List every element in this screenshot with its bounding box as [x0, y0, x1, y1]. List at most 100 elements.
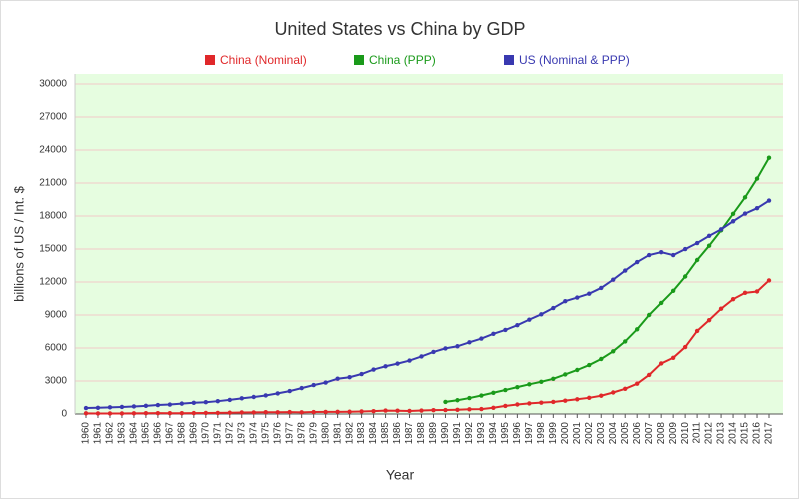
x-tick-label: 1964 [129, 422, 140, 445]
data-point [718, 306, 724, 311]
x-tick-label: 2003 [596, 422, 607, 445]
data-point [143, 411, 149, 416]
x-tick-label: 1966 [153, 422, 164, 445]
data-point [575, 295, 580, 300]
data-point [754, 176, 760, 181]
x-tick-label: 1985 [380, 422, 391, 445]
data-point [694, 257, 700, 263]
legend-label: China (Nominal) [220, 53, 307, 67]
x-tick-label: 1974 [248, 422, 259, 445]
data-point [131, 404, 137, 409]
data-point [670, 355, 676, 360]
data-point [107, 405, 113, 410]
data-point [119, 404, 125, 410]
data-point [646, 252, 652, 258]
data-point [167, 402, 173, 407]
data-point [623, 339, 628, 344]
data-point [311, 409, 316, 415]
x-axis-label: Year [386, 467, 415, 483]
data-point [539, 400, 544, 405]
x-tick-label: 2005 [620, 422, 631, 445]
data-point [611, 277, 616, 282]
x-tick-label: 1995 [500, 422, 511, 445]
y-tick-label: 15000 [39, 244, 67, 255]
x-tick-label: 1978 [296, 422, 307, 445]
data-point [766, 155, 772, 160]
data-point [742, 211, 748, 216]
data-point [682, 274, 688, 279]
series-line [85, 279, 770, 415]
data-point [347, 375, 352, 380]
x-tick-label: 2001 [572, 422, 583, 445]
x-tick-label: 1968 [177, 422, 188, 445]
data-point [706, 317, 712, 323]
data-point [634, 381, 640, 386]
data-point [730, 296, 736, 302]
x-tick-label: 1967 [165, 422, 176, 445]
data-point [599, 285, 604, 291]
x-tick-label: 1990 [440, 422, 451, 445]
data-point [287, 388, 292, 394]
data-point [263, 410, 268, 415]
data-point [479, 336, 484, 341]
data-point [754, 206, 760, 211]
data-point [527, 382, 532, 387]
data-point [467, 407, 472, 412]
y-tick-label: 21000 [39, 178, 67, 189]
legend-swatch [205, 55, 215, 65]
y-tick-label: 12000 [39, 277, 67, 288]
x-tick-label: 1988 [416, 422, 427, 445]
data-point [694, 328, 700, 334]
data-point [527, 317, 532, 322]
x-tick-label: 2004 [608, 422, 619, 445]
data-point [742, 290, 748, 296]
data-point [527, 401, 532, 406]
data-point [347, 409, 352, 414]
data-point [455, 407, 460, 412]
data-point [515, 384, 520, 390]
x-tick-label: 2010 [680, 422, 691, 445]
data-point [95, 405, 101, 411]
data-point [335, 376, 340, 381]
x-tick-label: 1989 [428, 422, 439, 445]
x-tick-label: 2007 [644, 422, 655, 445]
data-point [407, 408, 412, 414]
x-tick-label: 1998 [536, 422, 547, 445]
data-point [179, 411, 185, 416]
chart-title: United States vs China by GDP [274, 19, 525, 39]
data-point [587, 395, 592, 401]
plot-background [75, 74, 783, 414]
y-tick-label: 0 [61, 409, 67, 420]
data-point [431, 407, 436, 413]
data-point [383, 364, 388, 369]
x-tick-label: 2015 [740, 422, 751, 445]
data-point [443, 346, 448, 351]
data-point [443, 399, 448, 405]
x-tick-label: 2008 [656, 422, 667, 445]
legend-swatch [504, 55, 514, 65]
data-point [623, 386, 628, 392]
x-tick-label: 2006 [632, 422, 643, 445]
data-point [754, 289, 760, 294]
data-point [503, 327, 508, 333]
data-point [431, 349, 436, 355]
x-tick-label: 1965 [141, 422, 152, 445]
data-point [611, 349, 616, 354]
x-tick-label: 1970 [200, 422, 211, 445]
data-point [706, 233, 712, 239]
data-point [634, 327, 640, 332]
data-point [359, 409, 364, 414]
series-line [445, 157, 770, 403]
data-point [670, 288, 676, 293]
data-point [766, 198, 772, 203]
data-point [395, 408, 400, 413]
data-point [179, 401, 185, 406]
data-point [515, 322, 520, 328]
data-point [563, 398, 568, 403]
data-point [323, 409, 328, 415]
x-tick-label: 1999 [548, 422, 559, 445]
data-point [203, 410, 209, 416]
x-tick-label: 1992 [464, 422, 475, 445]
data-point [467, 395, 472, 401]
